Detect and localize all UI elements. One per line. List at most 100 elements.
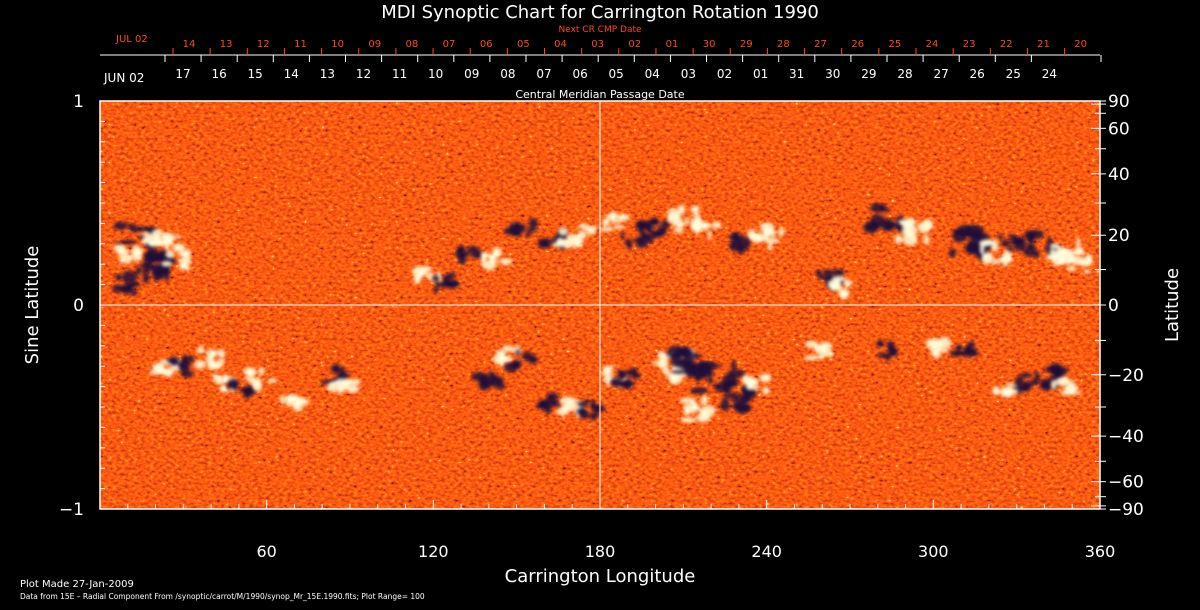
flux-patch bbox=[1001, 389, 1013, 398]
active-region-positive bbox=[480, 247, 513, 271]
flux-patch bbox=[149, 264, 166, 274]
x-tick-label: 240 bbox=[751, 542, 782, 561]
flux-patch bbox=[612, 381, 625, 388]
flux-patch bbox=[601, 369, 614, 377]
flux-patch bbox=[763, 227, 774, 233]
flux-patch bbox=[496, 376, 504, 384]
flux-patch bbox=[458, 245, 466, 252]
active-region-negative bbox=[576, 398, 606, 421]
flux-patch bbox=[626, 377, 631, 384]
flux-patch bbox=[580, 233, 588, 239]
flux-patch bbox=[223, 385, 228, 393]
flux-patch bbox=[1066, 380, 1075, 386]
flux-patch bbox=[1008, 234, 1017, 239]
flux-patch bbox=[119, 254, 125, 265]
active-region-negative bbox=[610, 367, 641, 390]
next-cmp-date-label: 01 bbox=[666, 39, 679, 50]
flux-patch bbox=[844, 278, 850, 289]
flux-patch bbox=[609, 219, 619, 224]
flux-patch bbox=[1070, 249, 1085, 256]
active-region-positive bbox=[492, 344, 521, 368]
flux-patch bbox=[877, 339, 883, 345]
flux-patch bbox=[431, 275, 440, 282]
active-region-positive bbox=[155, 233, 186, 252]
next-cmp-date-label: 07 bbox=[443, 39, 456, 50]
flux-patch bbox=[611, 213, 619, 218]
active-region-positive bbox=[894, 217, 934, 246]
active-region-negative bbox=[111, 273, 141, 296]
active-region-positive bbox=[1065, 253, 1094, 274]
flux-patch bbox=[350, 379, 362, 385]
flux-patch bbox=[194, 360, 206, 370]
flux-patch bbox=[714, 388, 727, 392]
flux-patch bbox=[480, 252, 489, 258]
flux-patch bbox=[141, 231, 151, 236]
flux-patch bbox=[731, 397, 737, 402]
cmp-date-label: 06 bbox=[572, 67, 587, 81]
active-region-positive bbox=[741, 373, 772, 395]
flux-patch bbox=[481, 380, 494, 388]
flux-patch bbox=[146, 251, 157, 264]
flux-patch bbox=[764, 238, 781, 243]
next-cmp-date-label: 23 bbox=[963, 39, 976, 50]
flux-patch bbox=[955, 344, 963, 351]
active-region-positive bbox=[925, 337, 952, 359]
flux-patch bbox=[113, 221, 128, 231]
flux-patch bbox=[617, 214, 623, 223]
flux-patch bbox=[675, 220, 685, 228]
next-cmp-date-label: 05 bbox=[517, 39, 530, 50]
flux-patch bbox=[630, 367, 638, 377]
cmp-date-label: 12 bbox=[356, 67, 371, 81]
flux-patch bbox=[458, 255, 467, 265]
flux-patch bbox=[657, 226, 665, 237]
flux-patch bbox=[178, 256, 192, 266]
y-axis-label-right: Latitude bbox=[1162, 268, 1183, 342]
flux-patch bbox=[700, 221, 709, 231]
next-cmp-date-label: 20 bbox=[1074, 39, 1087, 50]
y-axis-label-left: Sine Latitude bbox=[22, 246, 43, 365]
next-cmp-start-label: JUL 02 bbox=[115, 34, 148, 45]
next-cmp-date-label: 02 bbox=[628, 39, 641, 50]
cmp-date-label: 14 bbox=[284, 67, 299, 81]
flux-patch bbox=[211, 349, 217, 358]
active-region-positive bbox=[804, 340, 834, 361]
flux-patch bbox=[663, 368, 671, 377]
y-right-tick-label: −90 bbox=[1108, 500, 1144, 520]
flux-patch bbox=[178, 362, 185, 372]
active-regions bbox=[111, 203, 1094, 423]
flux-patch bbox=[578, 230, 586, 235]
flux-patch bbox=[500, 355, 513, 364]
flux-patch bbox=[673, 227, 685, 233]
flux-patch bbox=[1060, 376, 1070, 384]
flux-patch bbox=[599, 226, 614, 232]
flux-patch bbox=[948, 248, 957, 258]
flux-patch bbox=[245, 377, 256, 382]
next-cmp-caption: Next CR CMP Date bbox=[558, 25, 642, 35]
active-region-positive bbox=[552, 227, 585, 249]
flux-patch bbox=[681, 417, 697, 423]
cmp-date-label: 27 bbox=[933, 67, 948, 81]
flux-patch bbox=[727, 369, 746, 379]
flux-patch bbox=[346, 384, 359, 393]
next-cmp-date-label: 29 bbox=[740, 39, 753, 50]
flux-patch bbox=[826, 352, 834, 358]
flux-patch bbox=[422, 265, 432, 272]
flux-patch bbox=[1066, 265, 1076, 272]
next-cmp-date-label: 30 bbox=[703, 39, 716, 50]
flux-patch bbox=[814, 344, 822, 353]
flux-patch bbox=[894, 217, 903, 221]
flux-patch bbox=[949, 350, 963, 357]
flux-patch bbox=[267, 378, 278, 384]
cmp-date-label: 03 bbox=[681, 67, 696, 81]
flux-patch bbox=[158, 368, 173, 376]
flux-patch bbox=[692, 403, 700, 412]
flux-patch bbox=[151, 364, 165, 371]
flux-patch bbox=[685, 407, 691, 415]
cmp-date-label: 07 bbox=[536, 67, 551, 81]
flux-patch bbox=[564, 401, 576, 412]
flux-patch bbox=[492, 354, 504, 364]
flux-patch bbox=[578, 223, 586, 229]
flux-patch bbox=[894, 234, 903, 244]
flux-patch bbox=[831, 268, 845, 278]
